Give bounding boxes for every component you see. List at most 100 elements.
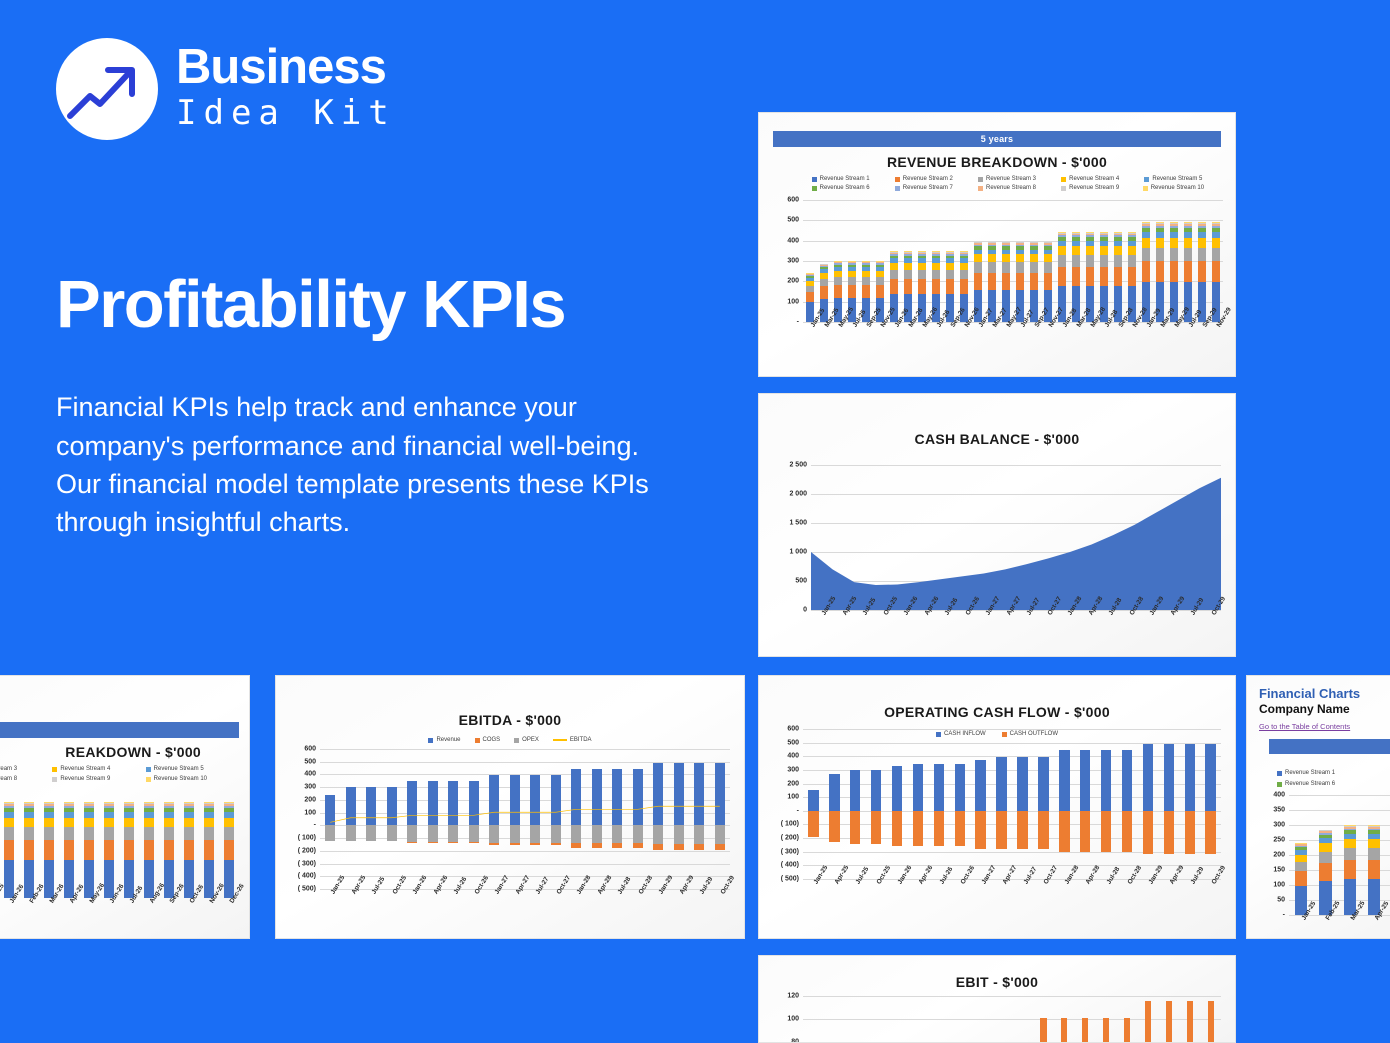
bar-segment [183, 817, 195, 828]
bar-segment [1319, 829, 1332, 831]
stacked-bar [1030, 241, 1038, 322]
table-of-contents-link[interactable]: Go to the Table of Contents [1259, 722, 1351, 731]
y-axis-tick: ( 300) [780, 848, 799, 856]
bar-segment [1072, 233, 1080, 236]
bar-segment [1128, 246, 1136, 256]
bar-segment [1367, 828, 1381, 831]
bar-column [845, 729, 866, 879]
bar-column [1338, 795, 1362, 915]
stacked-bar [1016, 241, 1024, 322]
bar-segment [1072, 240, 1080, 247]
bar-segment [988, 272, 996, 290]
bar-column [1111, 200, 1125, 322]
legend-swatch [811, 176, 817, 182]
gridline [803, 261, 1223, 262]
x-axis-tick: Oct-28 [1128, 595, 1145, 617]
bar-segment [1044, 272, 1052, 290]
bar-column [957, 200, 971, 322]
x-axis-tick: Jan-29 [1145, 307, 1163, 329]
bar-segment [1044, 242, 1052, 244]
bar [509, 825, 520, 843]
x-axis-tick: Jan-28 [1063, 864, 1081, 886]
bar-column [1200, 729, 1221, 879]
bar-segment [1030, 262, 1038, 273]
bar-segment [1156, 228, 1164, 232]
bar-segment [23, 827, 35, 840]
x-axis: Jan-25 Mar-25 May-25 Jul-25 Sep-25 Nov-25 Jan-… [803, 306, 1232, 356]
bar-column [1069, 200, 1083, 322]
gridline [803, 742, 1221, 744]
bar-segment [1058, 232, 1066, 234]
bar-segment [103, 806, 115, 809]
bar-segment [1198, 238, 1206, 248]
bar-segment [1319, 832, 1332, 835]
x-axis-tick: Mar-26 [907, 307, 925, 329]
bar-segment [1100, 235, 1108, 238]
stacked-bar [1156, 222, 1164, 322]
x-axis-tick: Jan-25 [329, 874, 347, 896]
bar-segment [1294, 844, 1308, 846]
gridline [1289, 870, 1390, 871]
bar-segment [123, 803, 135, 805]
x-axis-tick: Nov-28 [1131, 306, 1149, 329]
bar-segment [862, 284, 870, 298]
bar-segment [43, 803, 55, 805]
legend-label: Revenue Stream 7 [902, 185, 953, 191]
bar-segment [848, 261, 856, 263]
y-axis-tick: 500 [787, 739, 799, 747]
bar-column [79, 788, 99, 898]
bar-segment [183, 803, 195, 805]
bar-segment [1319, 838, 1332, 844]
bar [632, 825, 643, 844]
bar-column [1386, 795, 1390, 915]
bar-segment [960, 258, 968, 263]
bar-segment [1184, 238, 1192, 248]
bar-segment [23, 806, 35, 809]
bar-segment [918, 252, 926, 253]
x-axis-tick: Oct-28 [637, 874, 654, 896]
page-description: Financial KPIs help track and enhance yo… [56, 392, 649, 538]
bar-segment [862, 276, 870, 285]
bar-segment [848, 297, 856, 322]
x-axis-tick: Jul-26 [935, 308, 952, 329]
y-axis-tick: 100 [787, 298, 799, 306]
bar-segment [143, 859, 155, 898]
y-axis-tick: 2 500 [789, 461, 807, 469]
bar [325, 825, 336, 841]
legend-label: Revenue [436, 737, 461, 743]
bar-segment [960, 255, 968, 259]
gridline [320, 761, 730, 763]
bar-column [999, 200, 1013, 322]
bar [954, 810, 966, 846]
bar [1017, 756, 1028, 811]
financial-charts-title: Financial Charts [1259, 686, 1361, 701]
bar [612, 768, 623, 826]
bar-segment [103, 827, 115, 840]
bar-column [908, 996, 929, 1042]
bar [954, 764, 966, 811]
bar-segment [1044, 249, 1052, 255]
bar-segment [1156, 282, 1164, 322]
x-axis-tick: Jun-26 [108, 883, 126, 905]
bar-column [845, 996, 866, 1042]
bar-segment [23, 803, 35, 805]
bar [912, 810, 924, 846]
bar-segment [43, 808, 55, 812]
bar-segment [848, 270, 856, 277]
bar-segment [103, 804, 115, 807]
bar-segment [1002, 246, 1010, 250]
gridline [811, 523, 1221, 524]
x-axis-tick: Jan-25 [812, 864, 830, 886]
bar-segment [1170, 232, 1178, 238]
plot-financial-charts: 400 350 300 250 200 150 100 50 - Jan-25 Feb-25 Mar-… [1273, 792, 1390, 922]
legend-item: OPEX [514, 737, 539, 743]
bar [530, 825, 541, 843]
x-axis-tick: Sep-26 [949, 306, 967, 329]
bar-column [119, 788, 139, 898]
y-axis-tick: ( 100) [297, 834, 316, 842]
bar [1100, 750, 1112, 811]
bar-segment [918, 251, 926, 253]
bar-segment [1058, 237, 1066, 241]
bar-column [1138, 996, 1159, 1042]
bar-segment [1072, 255, 1080, 267]
